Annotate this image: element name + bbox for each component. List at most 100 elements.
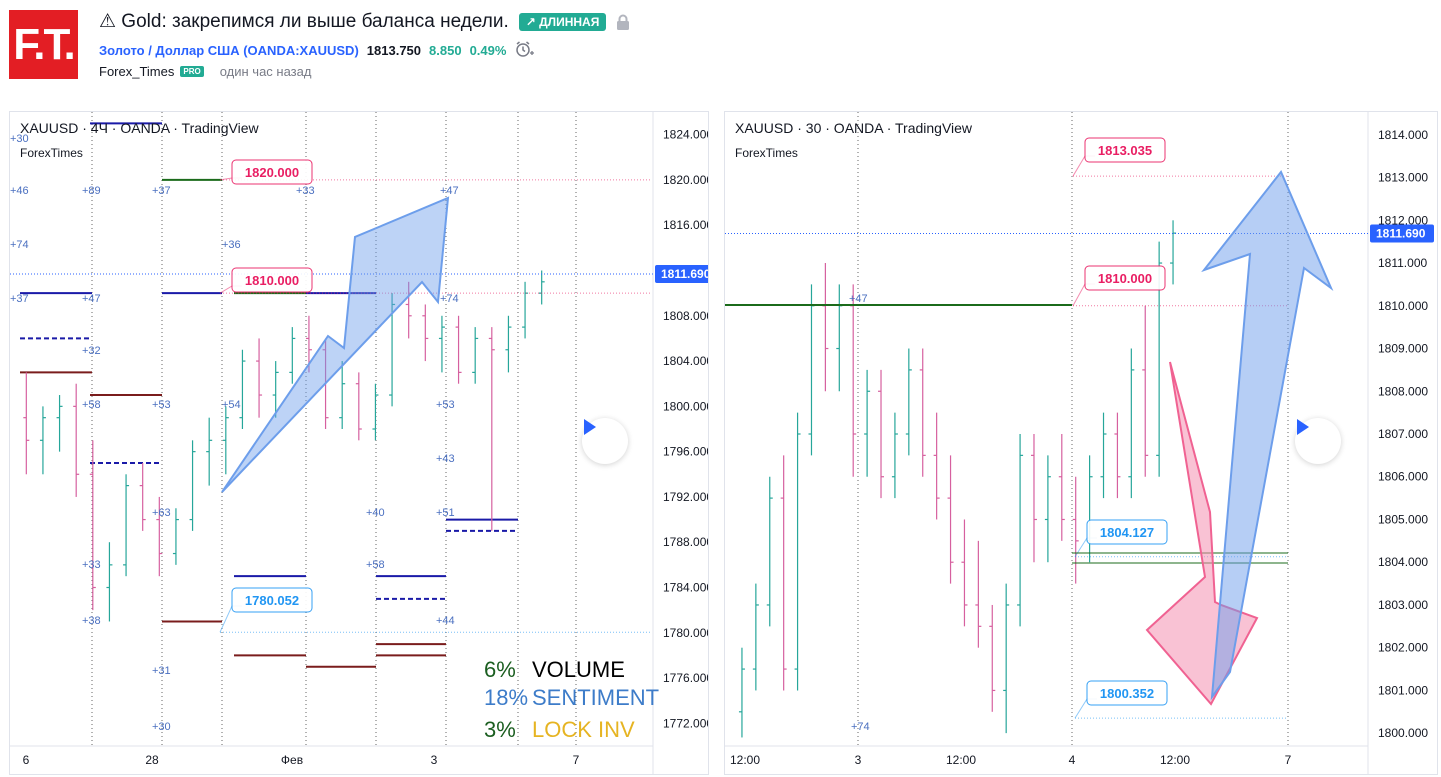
y-tick-label: 1813.000 (1378, 171, 1428, 185)
price-label-text: 1804.127 (1100, 525, 1154, 540)
annotation-label: +36 (222, 239, 241, 251)
annotation-label: +89 (82, 185, 101, 197)
price-label-box (1086, 680, 1168, 706)
symbol-link[interactable]: Золото / Доллар США (OANDA:XAUUSD) (99, 43, 359, 58)
price-label-text: 1780.052 (245, 593, 299, 608)
forecast-up-arrow (221, 196, 450, 493)
x-tick-label: 3 (431, 753, 438, 767)
chart-30m-legend: XAUUSD · 30 · OANDA · TradingView (735, 120, 973, 136)
annotation-label: +47 (440, 185, 459, 197)
y-tick-label: 1806.000 (1378, 470, 1428, 484)
last-price-label: 1811.690 (661, 267, 708, 281)
chart-30m-watermark: ForexTimes (735, 146, 798, 160)
price-label-text: 1813.035 (1098, 143, 1152, 158)
x-tick-label: Фев (281, 753, 303, 767)
last-price-badge (1370, 224, 1434, 243)
stat-volume-label: VOLUME (532, 657, 625, 682)
y-tick-label: 1807.000 (1378, 427, 1428, 441)
annotation-label: +58 (366, 559, 385, 571)
y-tick-label: 1796.000 (663, 445, 708, 459)
annotation-label: +54 (222, 399, 241, 411)
stat-lockinv-pct: 3% (484, 717, 516, 742)
annotation-label: +46 (10, 185, 29, 197)
play-icon (1297, 419, 1309, 435)
stat-sentiment-label: SENTIMENT (532, 685, 660, 710)
y-tick-label: 1811.000 (1378, 256, 1427, 270)
annotation-label: +58 (82, 399, 101, 411)
y-tick-label: 1820.000 (663, 173, 708, 187)
play-icon (584, 419, 596, 435)
y-tick-label: 1780.000 (663, 626, 708, 640)
alarm-clock-icon[interactable] (514, 40, 535, 61)
stat-sentiment-pct: 18% (484, 685, 529, 710)
published-time: один час назад (219, 64, 312, 79)
direction-badge: ↗ ДЛИННАЯ (518, 12, 607, 31)
y-tick-label: 1788.000 (663, 535, 708, 549)
chart-30m-canvas[interactable]: 1814.000 1813.000 1812.000 1811.000 1810.000… (725, 112, 1437, 774)
annotation-label: +31 (152, 665, 171, 677)
chart-30m-panel[interactable]: 1814.000 1813.000 1812.000 1811.000 1810.000… (724, 111, 1438, 775)
ft-logo: F.T. (9, 10, 78, 79)
y-tick-label: 1776.000 (663, 671, 708, 685)
price-label-box (231, 587, 313, 613)
price-label-text: 1820.000 (245, 165, 299, 180)
y-tick-label: 1784.000 (663, 581, 708, 595)
annotation-label: +30 (10, 133, 29, 145)
chart-4h-legend: XAUUSD · 4Ч · OANDA · TradingView (20, 120, 259, 136)
y-tick-label: 1810.000 (1378, 299, 1428, 313)
price-label-box (1086, 519, 1168, 545)
chart-4h-panel[interactable]: 1824.0001820.0001816.0001812.0001808.000… (9, 111, 709, 775)
price-label-text: 1800.352 (1100, 686, 1154, 701)
annotation-label: +30 (152, 721, 171, 733)
logo-text: F.T. (13, 19, 75, 69)
pro-badge: PRO (180, 66, 204, 77)
y-tick-label: 1816.000 (663, 218, 708, 232)
symbol-row: Золото / Доллар США (OANDA:XAUUSD) 1813.… (99, 40, 535, 61)
y-tick-label: 1814.000 (1378, 128, 1428, 142)
price-label-box (231, 267, 313, 293)
x-tick-label: 3 (855, 753, 862, 767)
author-name[interactable]: Forex_Times (99, 64, 175, 79)
price-label-box (231, 159, 313, 185)
annotation-label: +32 (82, 345, 101, 357)
annotation-label: +74 (440, 293, 459, 305)
annotation-label: +38 (82, 615, 101, 627)
annotation-label: +33 (296, 185, 315, 197)
y-tick-label: 1805.000 (1378, 512, 1428, 526)
chart-4h-canvas[interactable]: 1824.0001820.0001816.0001812.0001808.000… (10, 112, 708, 774)
symbol-price: 1813.750 (366, 43, 422, 58)
x-tick-label: 7 (1285, 753, 1292, 767)
price-change-pct: 0.49% (469, 43, 507, 58)
last-price-label: 1811.690 (1376, 227, 1426, 241)
y-tick-label: 1801.000 (1378, 683, 1428, 697)
annotation-label: +43 (436, 453, 455, 465)
annotation-label: +33 (82, 559, 101, 571)
price-label-text: 1810.000 (245, 273, 299, 288)
y-tick-label: 1812.000 (1378, 213, 1428, 227)
y-tick-label: 1808.000 (663, 309, 708, 323)
price-change: 8.850 (429, 43, 462, 58)
price-label-text: 1810.000 (1098, 271, 1152, 286)
annotation-label: +40 (366, 507, 385, 519)
y-tick-label: 1808.000 (1378, 384, 1428, 398)
y-tick-label: 1824.000 (663, 128, 708, 142)
play-button-4h[interactable] (582, 418, 628, 464)
y-tick-label: 1809.000 (1378, 342, 1428, 356)
stat-volume-pct: 6% (484, 657, 516, 682)
annotation-label: +37 (152, 185, 171, 197)
annotation-label: +44 (436, 615, 455, 627)
x-tick-label: 6 (23, 753, 30, 767)
y-tick-label: 1800.000 (1378, 726, 1428, 740)
author-row: Forex_Times PRO один час назад (99, 64, 311, 79)
y-tick-label: 1802.000 (1378, 641, 1428, 655)
play-button-30m[interactable] (1295, 418, 1341, 464)
annotation-label: +63 (152, 507, 171, 519)
annotation-label: +37 (10, 293, 29, 305)
price-label-box (1084, 265, 1166, 291)
x-tick-label: 7 (573, 753, 580, 767)
y-tick-label: 1792.000 (663, 490, 708, 504)
annotation-label: +47 (82, 293, 101, 305)
x-tick-label: 12:00 (946, 753, 976, 767)
idea-title-row: ⚠ Gold: закрепимся ли выше баланса недел… (99, 10, 630, 33)
stat-lockinv-label: LOCK INV (532, 717, 635, 742)
